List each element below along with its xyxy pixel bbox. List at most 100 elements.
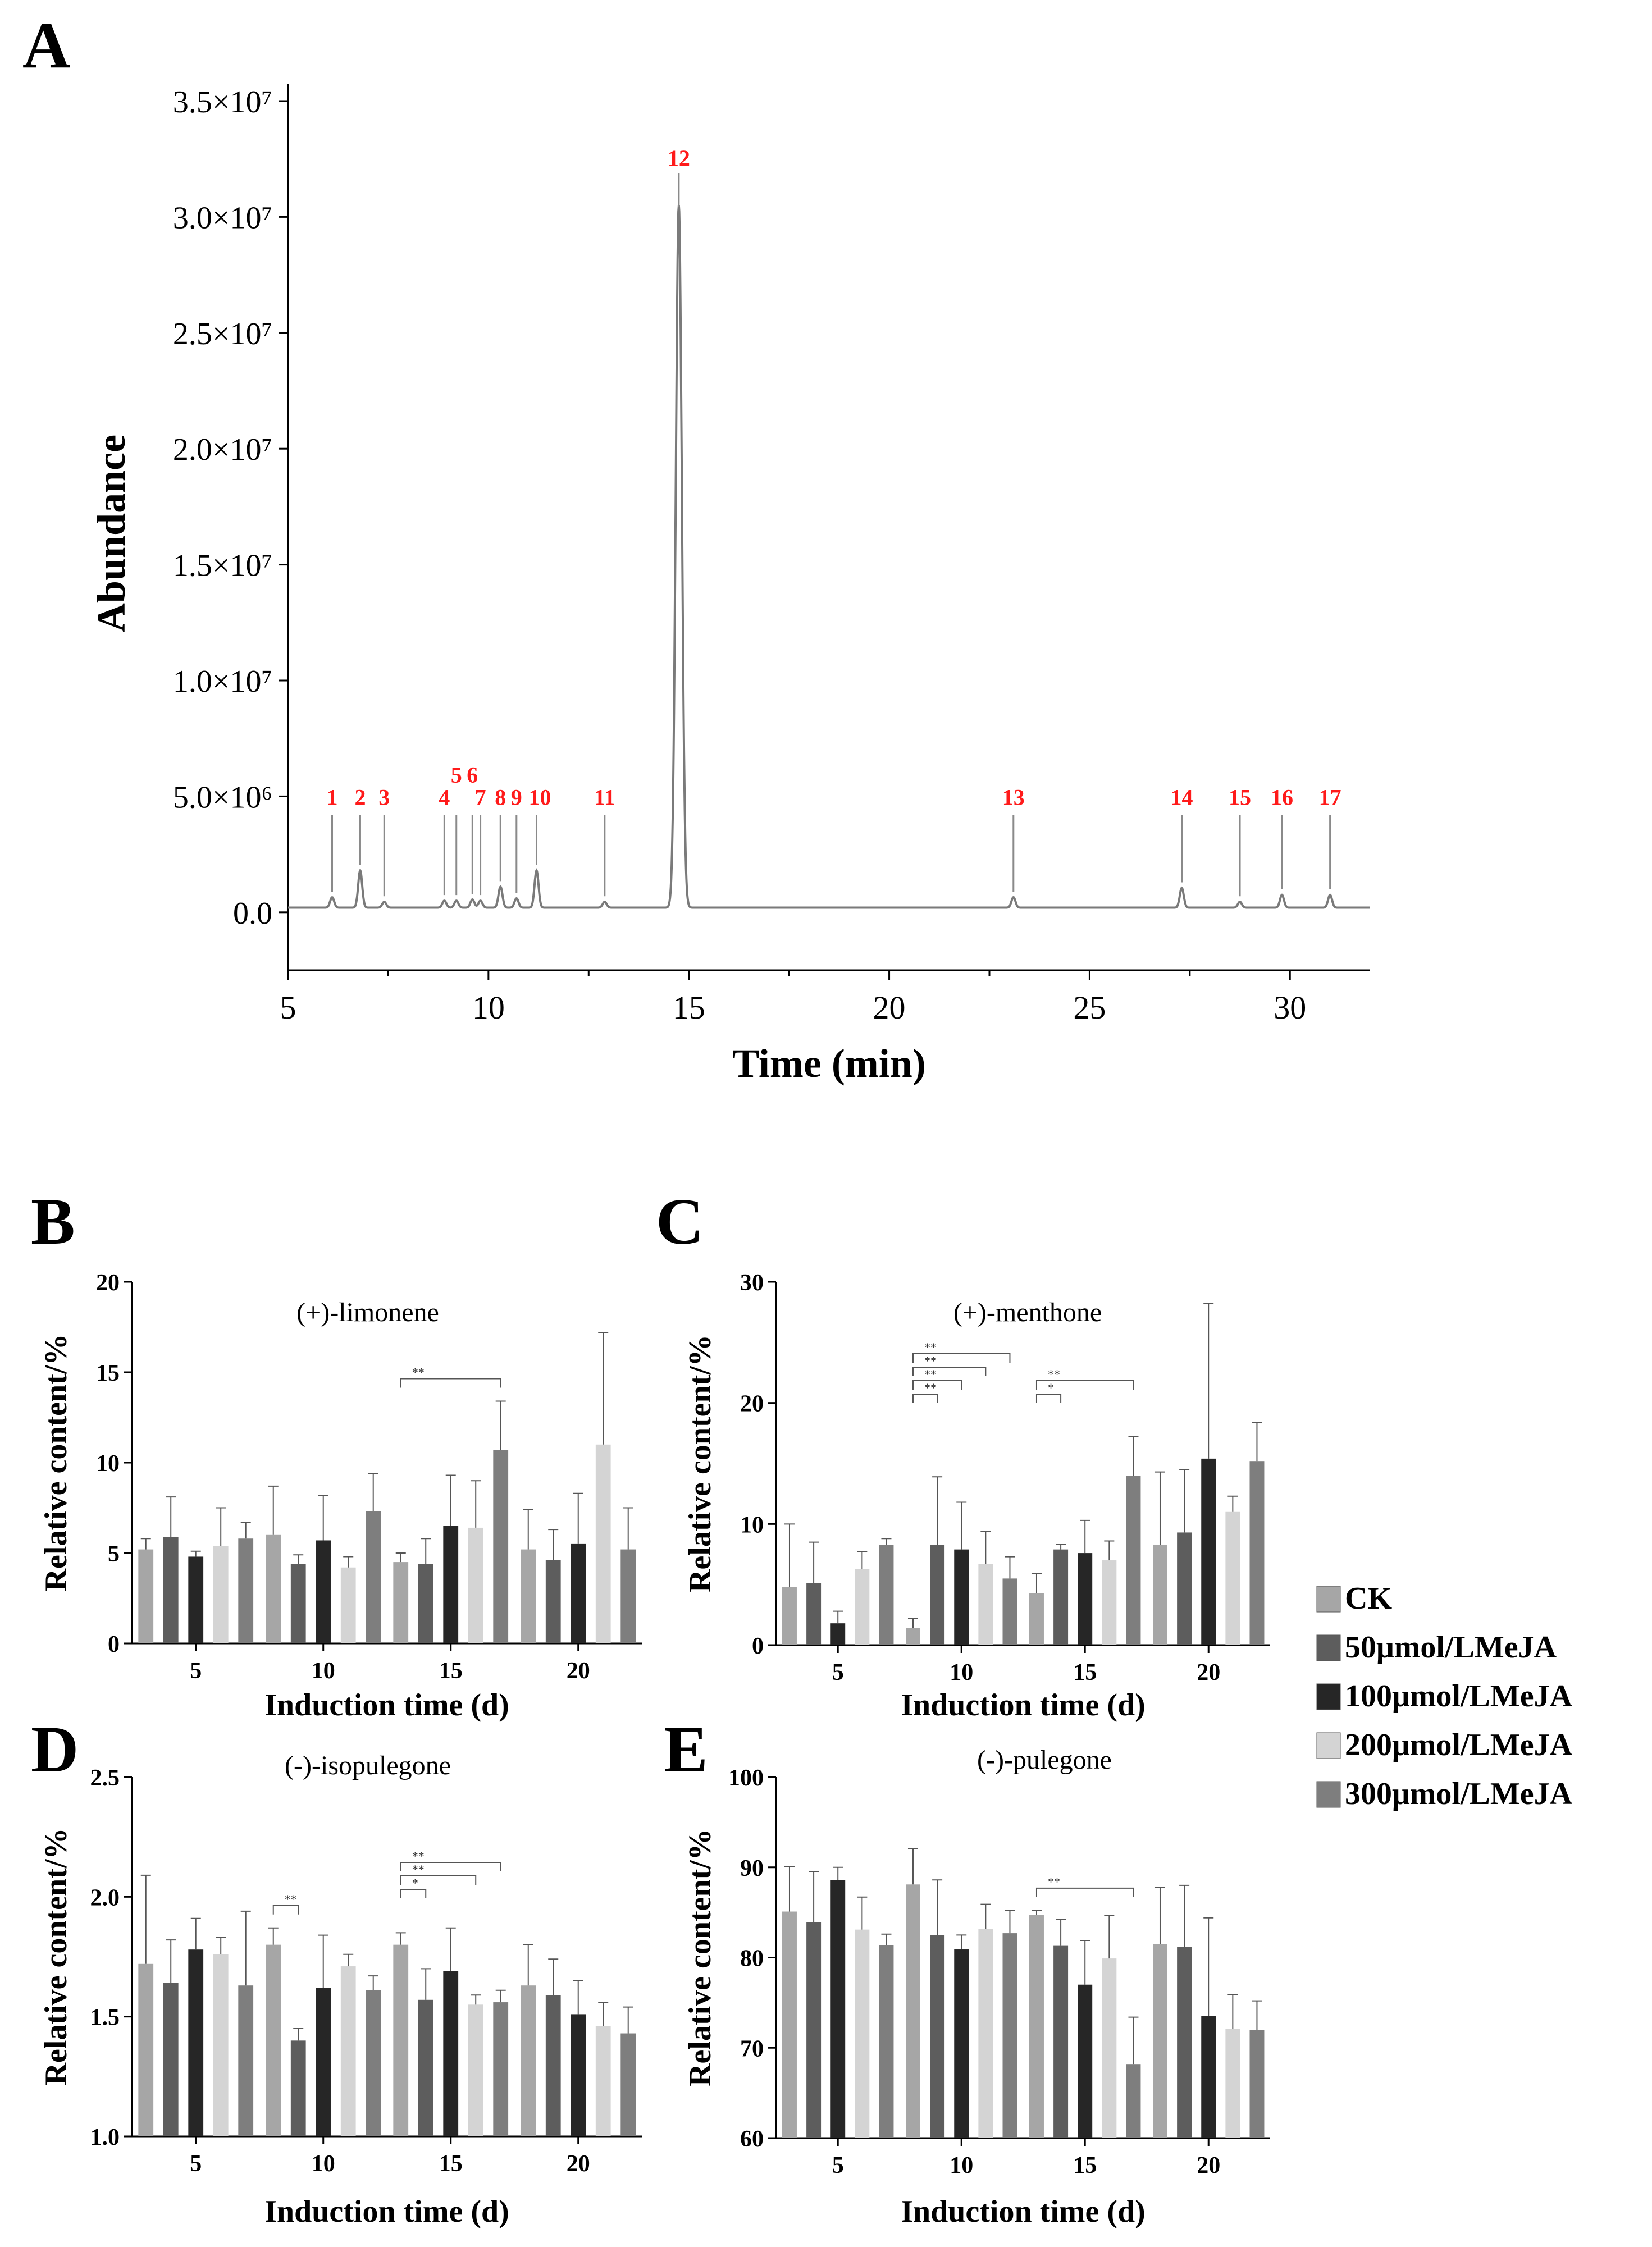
x-tick-label: 5	[832, 1660, 844, 1686]
y-tick-label: 10	[740, 1512, 764, 1538]
peak-label: 5	[451, 762, 462, 787]
peak-label: 13	[1002, 784, 1025, 810]
legend-label: 200μmol/LMeJA	[1345, 1728, 1573, 1762]
peak-label: 8	[495, 784, 506, 810]
bar	[620, 1549, 636, 1643]
panel-label: E	[664, 1712, 708, 1786]
bar	[595, 2026, 611, 2136]
bar	[906, 1884, 920, 2138]
legend-swatch	[1316, 1683, 1341, 1710]
bar	[1102, 1958, 1117, 2138]
significance-label: *	[412, 1876, 418, 1890]
y-axis-title: Abundance	[89, 435, 134, 632]
bar	[930, 1935, 945, 2138]
bar	[1249, 2030, 1265, 2138]
bar	[213, 1546, 229, 1643]
bar	[571, 2014, 586, 2136]
bar	[1177, 1947, 1192, 2138]
significance-label: **	[924, 1367, 937, 1381]
bar	[1002, 1933, 1017, 2138]
y-axis-title: Relative content/%	[39, 1334, 74, 1592]
y-tick-label: 60	[740, 2126, 764, 2152]
x-tick-label: 20	[567, 1658, 590, 1684]
bar	[188, 1556, 204, 1643]
bar	[954, 1949, 969, 2138]
legend-swatch	[1316, 1586, 1341, 1613]
peak-label: 3	[378, 784, 390, 810]
x-tick-label: 20	[873, 989, 906, 1026]
significance-bracket	[912, 1353, 1011, 1363]
significance-bracket	[272, 1905, 299, 1915]
panel-d: 1.01.52.02.55 10 15 20*******(-)-isopulegon…	[39, 1751, 642, 2229]
bar	[493, 2002, 509, 2136]
chart-title: (-)-pulegone	[977, 1745, 1112, 1775]
bar	[468, 2004, 483, 2136]
significance-label: **	[924, 1340, 937, 1354]
chart-title: (+)-limonene	[296, 1298, 439, 1327]
bar	[443, 1526, 459, 1643]
panel-label: C	[656, 1185, 704, 1258]
significance-label: **	[412, 1365, 425, 1380]
x-tick-label: 5	[190, 1658, 202, 1684]
significance-label: **	[285, 1892, 297, 1906]
bar	[806, 1922, 822, 2138]
bar	[1153, 1544, 1167, 1645]
significance-bracket	[400, 1875, 477, 1885]
significance-bracket	[1035, 1380, 1134, 1390]
bar	[571, 1543, 586, 1643]
bar	[930, 1544, 945, 1645]
bar	[1201, 2016, 1216, 2138]
significance-bracket	[400, 1378, 501, 1388]
peak-label: 6	[467, 762, 478, 787]
x-tick-label: 20	[567, 2151, 590, 2177]
y-axis-title: Relative content/%	[683, 1829, 718, 2086]
peak-label: 10	[528, 784, 551, 810]
bar	[266, 1944, 281, 2136]
significance-bracket	[912, 1367, 987, 1376]
bar	[213, 1954, 229, 2136]
bar	[906, 1628, 920, 1645]
panel-b: 0 5 10 15 20 5 10 15 20 ** (+)-limonene Induction t…	[39, 1270, 642, 1723]
x-axis-title: Induction time (d)	[901, 2194, 1146, 2229]
bar	[855, 1929, 870, 2138]
panel-e: 60 70 80 90 100 5 10 15 20 ** (-)-pulegone Inductio…	[683, 1745, 1270, 2229]
bar	[782, 1587, 797, 1645]
y-tick-label: 80	[740, 1946, 764, 1972]
bar	[393, 1944, 409, 2136]
bar	[545, 1995, 561, 2136]
bar	[418, 1564, 433, 1643]
x-tick-label: 10	[950, 1660, 973, 1686]
x-tick-label: 10	[312, 2151, 335, 2177]
x-tick-label: 15	[673, 989, 705, 1026]
bar	[238, 1985, 254, 2136]
bar	[978, 1929, 993, 2138]
bar	[138, 1549, 154, 1643]
significance-bracket	[1035, 1394, 1062, 1403]
chromatogram-trace	[288, 205, 1370, 909]
bar	[1053, 1549, 1069, 1645]
y-tick-label: 20	[96, 1270, 120, 1296]
x-tick-label: 15	[439, 1658, 463, 1684]
peak-label: 4	[439, 784, 450, 810]
bar	[340, 1567, 356, 1643]
bar	[1002, 1578, 1017, 1645]
x-tick-label: 15	[439, 2151, 463, 2177]
bar	[188, 1949, 204, 2136]
bar	[238, 1538, 254, 1643]
x-tick-label: 15	[1073, 2153, 1097, 2179]
x-axis-title: Time (min)	[732, 1041, 926, 1086]
bar	[879, 1944, 894, 2138]
x-tick-label: 10	[312, 1658, 335, 1684]
significance-label: **	[412, 1862, 425, 1876]
y-tick-label: 2.5×10⁷	[173, 317, 272, 351]
bar	[782, 1911, 797, 2138]
bar	[163, 1537, 179, 1643]
bar	[266, 1534, 281, 1643]
bar	[1029, 1915, 1044, 2138]
bar	[521, 1985, 536, 2136]
panel-labels: A B C D E	[22, 8, 708, 1786]
bar	[620, 2033, 636, 2136]
significance-label: **	[1048, 1367, 1060, 1381]
peak-label: 11	[594, 784, 615, 810]
y-tick-label: 2.0×10⁷	[173, 432, 272, 467]
